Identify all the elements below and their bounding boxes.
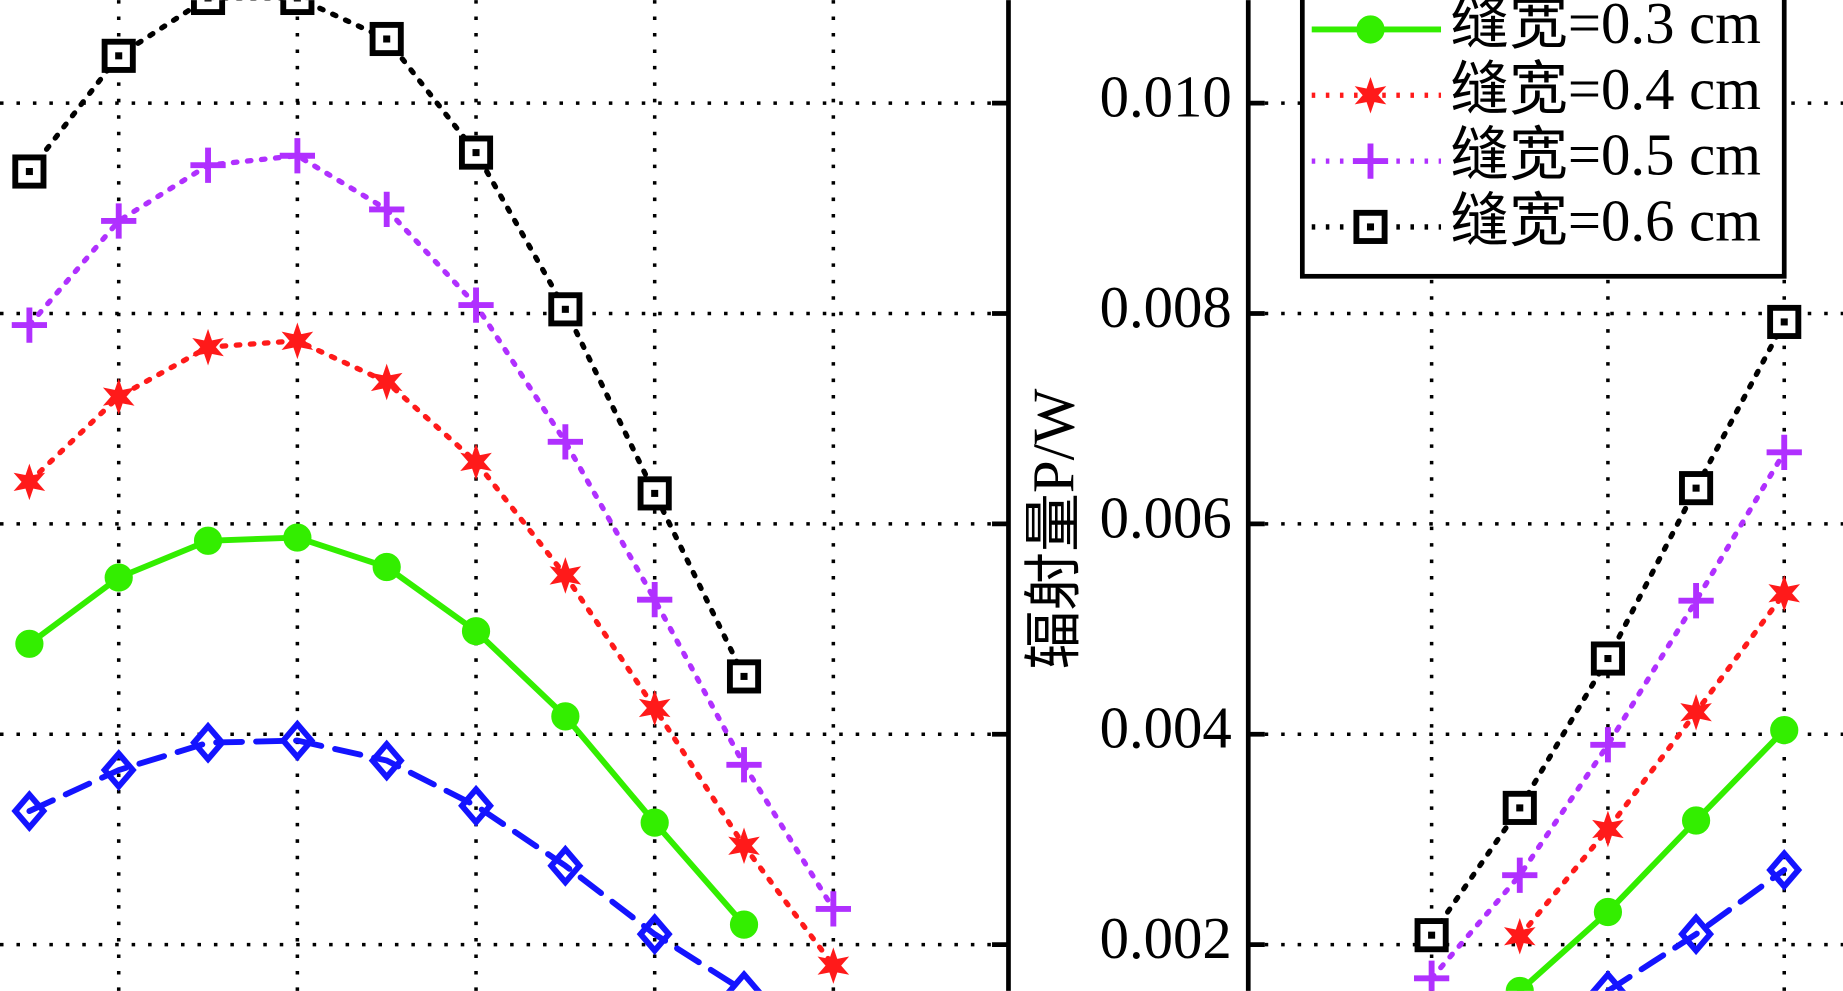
marker <box>11 790 48 833</box>
marker <box>100 749 137 792</box>
marker <box>193 526 223 555</box>
marker <box>1590 641 1625 676</box>
marker <box>547 844 584 887</box>
marker <box>1679 471 1714 506</box>
marker <box>461 617 491 646</box>
series-line <box>26 534 747 928</box>
marker <box>1678 913 1715 956</box>
y-tick-label: 0.004 <box>1100 696 1232 761</box>
marker <box>637 582 673 618</box>
marker <box>1770 715 1799 745</box>
y-axis-label: 辐射量P/W <box>1022 388 1087 669</box>
marker <box>1413 960 1450 991</box>
marker <box>549 557 582 594</box>
marker <box>1590 727 1626 763</box>
marker <box>279 719 316 762</box>
marker <box>372 552 401 582</box>
series-line <box>1517 590 1787 939</box>
marker <box>728 827 760 865</box>
marker <box>1414 918 1449 953</box>
series-line <box>1428 449 1787 981</box>
marker <box>1592 810 1624 848</box>
marker <box>458 784 495 827</box>
marker <box>1502 790 1537 825</box>
marker <box>283 523 312 552</box>
marker <box>15 629 44 658</box>
marker <box>1768 575 1801 612</box>
marker <box>726 659 762 694</box>
marker <box>726 747 762 783</box>
marker <box>370 363 403 401</box>
marker <box>104 563 133 592</box>
marker <box>192 328 224 366</box>
legend-label: 缝宽=0.5 cm <box>1450 123 1761 188</box>
marker <box>551 702 580 731</box>
series-line <box>26 737 747 991</box>
marker <box>1505 976 1534 991</box>
legend-label: 缝宽=0.4 cm <box>1450 57 1761 122</box>
marker <box>1589 969 1626 991</box>
marker <box>368 739 405 782</box>
marker <box>1356 15 1385 44</box>
series-line <box>1516 727 1788 991</box>
marker <box>190 147 226 183</box>
series-line <box>1604 867 1788 991</box>
marker <box>1766 434 1802 471</box>
marker <box>1352 143 1389 179</box>
marker <box>638 689 671 727</box>
marker <box>1680 693 1712 731</box>
marker <box>369 191 405 228</box>
marker <box>458 135 494 170</box>
marker <box>13 463 46 501</box>
marker <box>1593 897 1623 927</box>
marker <box>636 913 673 956</box>
marker <box>640 808 669 837</box>
marker <box>458 287 494 323</box>
plot-area <box>1413 304 1803 991</box>
panel <box>0 0 1011 991</box>
marker <box>548 292 583 327</box>
legend-label: 缝宽=0.6 cm <box>1450 188 1761 253</box>
marker <box>1502 857 1538 893</box>
legend-label: 缝宽=0.3 cm <box>1450 0 1761 56</box>
marker <box>637 476 672 511</box>
marker <box>11 307 48 343</box>
y-tick-label: 0.002 <box>1100 906 1232 971</box>
marker <box>1681 806 1711 835</box>
marker <box>1354 77 1387 114</box>
marker <box>281 322 314 360</box>
marker <box>1503 917 1536 955</box>
marker <box>190 0 226 16</box>
marker <box>817 947 850 984</box>
plot-area <box>11 0 851 991</box>
series-line <box>26 338 836 969</box>
marker <box>1766 848 1803 891</box>
marker <box>280 0 315 16</box>
y-tick-label: 0.006 <box>1100 485 1232 550</box>
marker <box>460 443 492 481</box>
marker <box>726 969 762 991</box>
marker <box>369 21 404 57</box>
y-tick-label: 0.008 <box>1100 275 1232 340</box>
marker <box>102 378 135 415</box>
marker <box>101 203 137 239</box>
marker <box>729 910 759 939</box>
marker <box>815 891 851 927</box>
marker <box>101 38 136 73</box>
marker <box>12 154 47 189</box>
marker <box>1767 304 1802 339</box>
marker <box>190 721 227 764</box>
y-tick-label: 0.010 <box>1100 65 1232 130</box>
marker <box>279 138 316 174</box>
marker <box>1678 583 1714 619</box>
marker <box>1353 209 1388 244</box>
marker <box>547 424 583 460</box>
panel: 0.002 0.004 0.006 0.008 0.010 辐射量P/W 缝宽=0.3 cm… <box>1022 0 1843 991</box>
series-line <box>26 152 836 912</box>
